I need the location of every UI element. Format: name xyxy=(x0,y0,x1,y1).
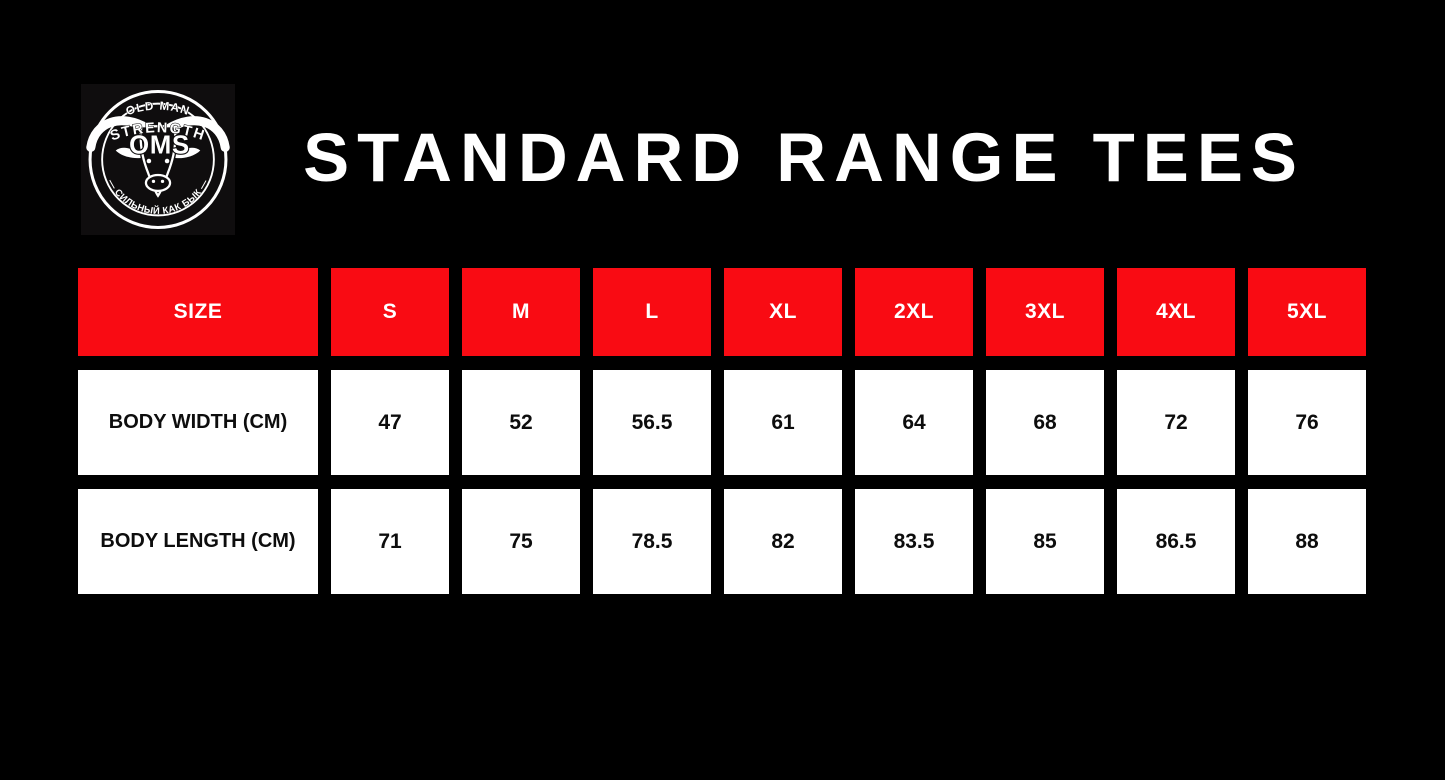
header-cell-xl: XL xyxy=(724,268,842,356)
bull-nostril-left xyxy=(151,179,156,184)
value-cell: 88 xyxy=(1248,489,1366,594)
bull-horn-right xyxy=(164,116,230,152)
bull-ear-right xyxy=(175,147,201,159)
header-cell-5xl: 5XL xyxy=(1248,268,1366,356)
value-cell: 72 xyxy=(1117,370,1235,475)
header-cell-m: M xyxy=(462,268,580,356)
value-cell: 71 xyxy=(331,489,449,594)
value-cell: 82 xyxy=(724,489,842,594)
bull-nostril-right xyxy=(160,179,165,184)
bull-horn-left xyxy=(86,116,152,152)
size-chart-table: SIZE S M L XL 2XL 3XL 4XL 5XL BODY WIDTH… xyxy=(78,268,1366,594)
value-cell: 61 xyxy=(724,370,842,475)
header-cell-s: S xyxy=(331,268,449,356)
row-label-body-length: BODY LENGTH (CM) xyxy=(78,489,318,594)
header-cell-2xl: 2XL xyxy=(855,268,973,356)
bull-logo-icon: OLD MAN STRENGTH — СИЛЬНЫЙ КАК БЫК — OMS xyxy=(86,90,230,229)
value-cell: 83.5 xyxy=(855,489,973,594)
value-cell: 47 xyxy=(331,370,449,475)
header-cell-4xl: 4XL xyxy=(1117,268,1235,356)
value-cell: 78.5 xyxy=(593,489,711,594)
logo-outer-ring xyxy=(88,90,228,229)
header-cell-l: L xyxy=(593,268,711,356)
page-title: STANDARD RANGE TEES xyxy=(303,118,1305,196)
value-cell: 56.5 xyxy=(593,370,711,475)
value-cell: 52 xyxy=(462,370,580,475)
logo-monogram-oms: OMS xyxy=(129,131,190,159)
header-cell-3xl: 3XL xyxy=(986,268,1104,356)
brand-logo: OLD MAN STRENGTH — СИЛЬНЫЙ КАК БЫК — OMS xyxy=(81,84,235,235)
value-cell: 75 xyxy=(462,489,580,594)
bull-face xyxy=(139,125,177,198)
row-label-body-width: BODY WIDTH (CM) xyxy=(78,370,318,475)
logo-text-old-man: OLD MAN xyxy=(124,99,191,118)
bull-eye-right xyxy=(164,158,170,164)
value-cell: 86.5 xyxy=(1117,489,1235,594)
value-cell: 64 xyxy=(855,370,973,475)
value-cell: 85 xyxy=(986,489,1104,594)
value-cell: 76 xyxy=(1248,370,1366,475)
bull-muzzle xyxy=(144,173,172,192)
bull-eye-left xyxy=(146,158,152,164)
logo-inner-ring xyxy=(101,102,215,217)
header-cell-size: SIZE xyxy=(78,268,318,356)
value-cell: 68 xyxy=(986,370,1104,475)
bull-ear-left xyxy=(115,147,141,159)
